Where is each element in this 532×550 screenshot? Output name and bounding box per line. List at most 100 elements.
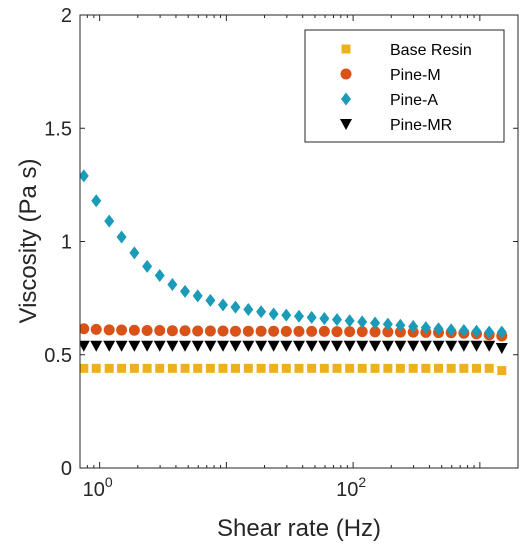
data-point — [281, 308, 292, 322]
data-point — [319, 312, 330, 326]
data-point — [381, 340, 394, 352]
legend-label: Base Resin — [390, 42, 472, 59]
data-point — [80, 169, 89, 183]
y-tick-label: 2 — [61, 5, 72, 27]
data-point — [407, 340, 420, 352]
data-point — [293, 325, 305, 337]
data-point — [318, 340, 331, 352]
data-point — [280, 325, 292, 337]
data-point — [255, 325, 267, 337]
legend-marker — [341, 92, 351, 106]
data-point — [356, 326, 368, 338]
legend-label: Pine-A — [390, 92, 438, 109]
data-point — [269, 363, 279, 373]
data-point — [496, 325, 507, 339]
data-point — [357, 363, 367, 373]
data-point — [446, 363, 456, 373]
data-point — [256, 305, 267, 319]
x-axis-label: Shear rate (Hz) — [217, 515, 381, 542]
data-point — [129, 363, 139, 373]
data-point — [484, 363, 494, 373]
data-point — [218, 363, 228, 373]
data-point — [243, 363, 253, 373]
data-point — [167, 363, 177, 373]
data-point — [117, 363, 127, 373]
data-point — [180, 363, 190, 373]
data-point — [268, 325, 280, 337]
data-point — [268, 307, 279, 321]
data-point — [141, 325, 153, 337]
data-point — [293, 309, 304, 323]
data-point — [256, 363, 266, 373]
data-point — [432, 340, 445, 352]
data-point — [191, 340, 204, 352]
axis-ticks: 0 0.5 1 1.5 2 100 102 — [44, 5, 518, 501]
data-point — [395, 363, 405, 373]
legend-box — [304, 29, 505, 143]
data-point — [408, 363, 418, 373]
data-point — [292, 340, 305, 352]
data-point — [166, 325, 178, 337]
data-point — [91, 194, 102, 208]
series-pine-m — [80, 323, 508, 342]
data-point — [345, 363, 355, 373]
y-axis-label: Viscosity (Pa s) — [15, 159, 42, 324]
data-point — [115, 340, 128, 352]
legend-label: Pine-M — [390, 67, 441, 84]
data-point — [331, 313, 342, 327]
data-point — [305, 340, 318, 352]
y-tick-label: 0 — [61, 458, 72, 480]
series-pine-mr — [80, 340, 508, 354]
data-point — [229, 325, 241, 337]
data-point — [128, 340, 141, 352]
series-pine-a — [80, 169, 507, 339]
data-point — [90, 340, 103, 352]
data-point — [167, 278, 178, 292]
data-point — [142, 363, 152, 373]
data-point — [344, 326, 356, 338]
data-point — [495, 342, 508, 354]
legend: Base Resin Pine-M Pine-A Pine-MR — [304, 29, 505, 143]
data-point — [343, 340, 356, 352]
y-tick-label: 1.5 — [44, 118, 72, 140]
data-point — [281, 363, 291, 373]
data-point — [217, 325, 229, 337]
data-point — [369, 326, 381, 338]
data-point — [204, 325, 216, 337]
legend-label: Pine-MR — [390, 117, 452, 134]
data-point — [141, 340, 154, 352]
data-point — [267, 340, 280, 352]
legend-marker — [340, 119, 352, 130]
data-point — [255, 340, 268, 352]
data-point — [306, 325, 318, 337]
y-tick-label: 0.5 — [44, 345, 72, 367]
data-point — [382, 317, 393, 331]
data-point — [483, 340, 496, 352]
data-point — [179, 325, 191, 337]
x-tick-label: 102 — [336, 474, 366, 501]
data-point — [103, 324, 115, 336]
data-point — [192, 325, 204, 337]
data-point — [205, 293, 216, 307]
data-point — [294, 363, 304, 373]
data-point — [434, 363, 444, 373]
data-point — [104, 363, 114, 373]
data-point — [319, 363, 329, 373]
data-point — [116, 230, 127, 244]
legend-marker — [341, 44, 351, 54]
data-point — [128, 324, 140, 336]
data-point — [242, 340, 255, 352]
data-point — [116, 324, 128, 336]
data-point — [242, 325, 254, 337]
data-point — [446, 323, 457, 337]
data-point — [205, 363, 215, 373]
data-point — [229, 340, 242, 352]
data-point — [192, 289, 203, 303]
data-point — [484, 325, 495, 339]
legend-marker — [340, 68, 352, 80]
data-point — [394, 340, 407, 352]
data-point — [445, 340, 458, 352]
data-point — [497, 366, 507, 376]
data-point — [103, 340, 116, 352]
data-point — [458, 324, 469, 338]
